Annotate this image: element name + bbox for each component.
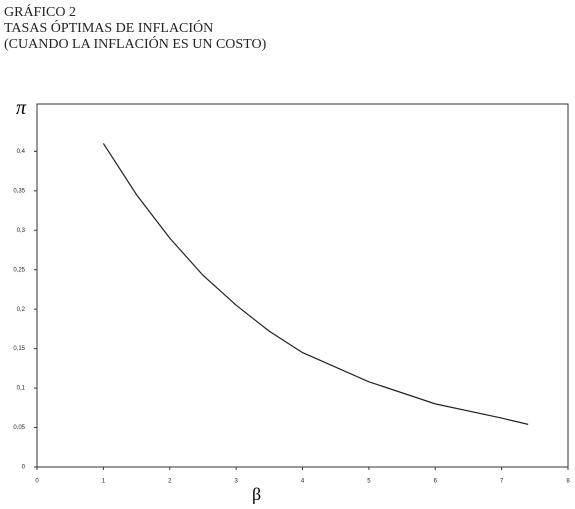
x-tick-label: 0 <box>35 479 39 485</box>
chart-title: GRÁFICO 2 <box>4 3 76 20</box>
x-tick-label: 3 <box>234 479 238 485</box>
plot-frame <box>36 103 569 468</box>
y-tick-label: 0 <box>22 465 26 471</box>
y-tick-label: 0,1 <box>17 386 26 392</box>
y-tick-label: 0,2 <box>17 307 26 313</box>
y-tick-label: 0,15 <box>13 346 25 352</box>
y-tick-label: 0,25 <box>13 267 25 273</box>
y-axis-label: π <box>16 97 27 119</box>
chart-title: (CUANDO LA INFLACIÓN ES UN COSTO) <box>4 35 267 52</box>
x-tick-label: 8 <box>566 479 570 485</box>
y-tick-label: 0,35 <box>13 188 25 194</box>
chart-title: TASAS ÓPTIMAS DE INFLACIÓN <box>4 19 213 36</box>
y-tick-label: 0,05 <box>13 425 25 431</box>
x-tick-label: 5 <box>367 479 371 485</box>
x-tick-label: 4 <box>301 479 305 485</box>
y-tick-label: 0,4 <box>17 149 26 155</box>
x-tick-label: 7 <box>500 479 504 485</box>
x-axis-label: β <box>252 484 261 504</box>
x-tick-label: 2 <box>168 479 172 485</box>
line <box>102 143 529 425</box>
x-tick-label: 1 <box>102 479 106 485</box>
y-tick-label: 0,3 <box>17 228 26 234</box>
x-tick-label: 6 <box>434 479 438 485</box>
